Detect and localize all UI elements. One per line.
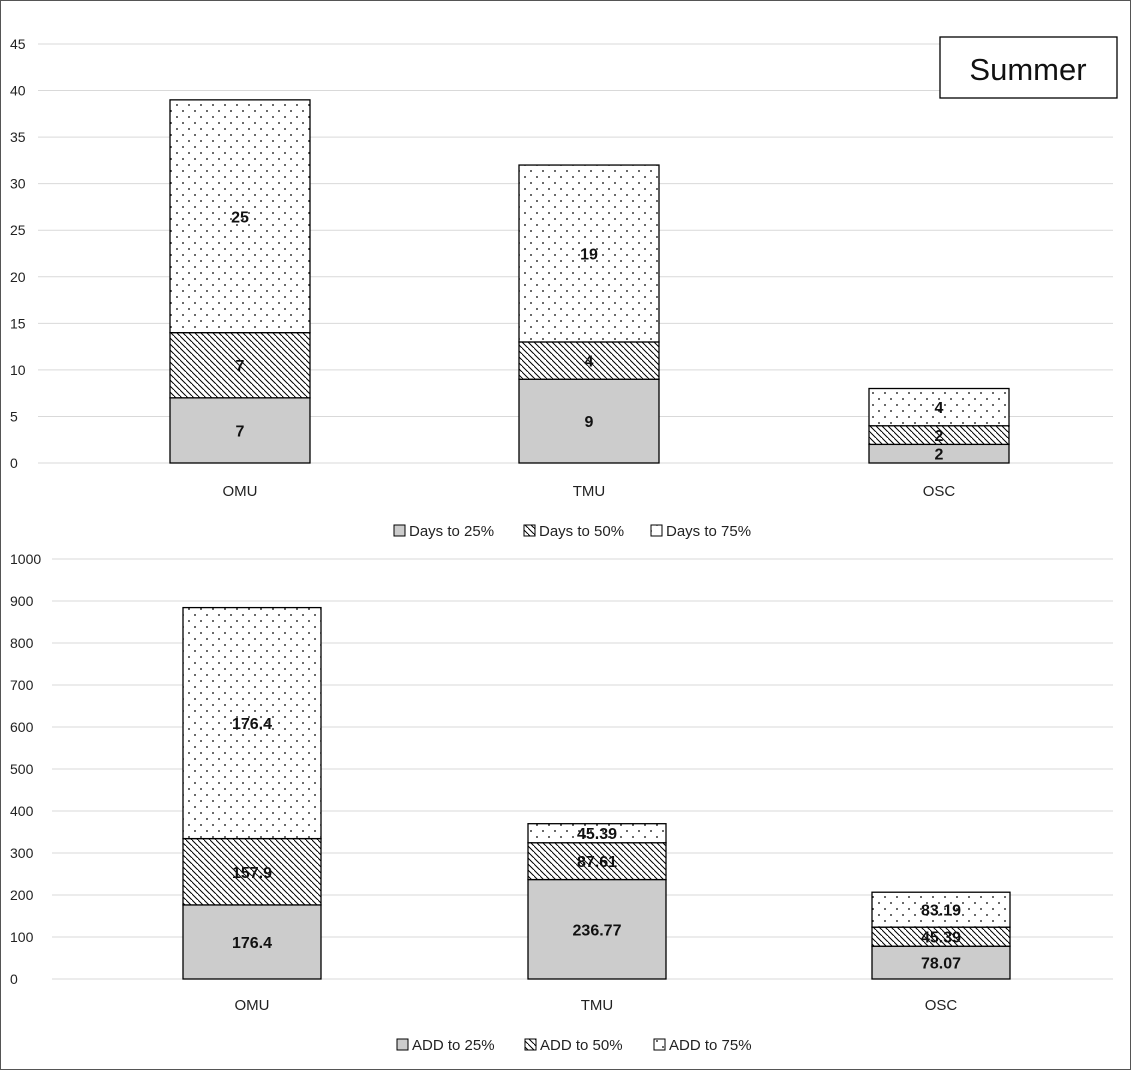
y-tick-label: 100 — [10, 929, 34, 945]
bar-segment — [518, 378, 660, 464]
y-tick-label: 300 — [10, 845, 34, 861]
category-label: OMU — [223, 483, 258, 500]
category-label: OSC — [923, 483, 956, 500]
category-label: TMU — [581, 997, 614, 1014]
legend-entry: Days to 75% — [666, 523, 751, 540]
data-label: 45.39 — [921, 930, 961, 947]
data-label: 157.9 — [232, 865, 272, 882]
y-tick-label: 600 — [10, 719, 34, 735]
bar-segment — [182, 904, 322, 980]
y-tick-label: 25 — [10, 222, 26, 238]
y-tick-label: 800 — [10, 635, 34, 651]
bar-segment — [518, 341, 660, 380]
y-tick-label: 15 — [10, 315, 26, 331]
data-label: 9 — [585, 414, 594, 431]
chart-add: 0 100 200 300 400 500 600 700 800 900 1000 176.4 157… — [10, 551, 1113, 1054]
data-label: 176.4 — [232, 716, 272, 733]
legend-swatch — [524, 1038, 537, 1051]
y-tick-label: 700 — [10, 677, 34, 693]
data-label: 83.19 — [921, 903, 961, 920]
legend-entry: Days to 25% — [409, 523, 494, 540]
y-tick-label: 5 — [10, 408, 18, 424]
y-tick-label: 500 — [10, 761, 34, 777]
season-annotation: Summer — [969, 52, 1086, 87]
data-label: 7 — [236, 423, 245, 440]
data-label: 19 — [580, 247, 598, 264]
season-annotation-box: Summer — [939, 36, 1118, 99]
category-label: OMU — [235, 997, 270, 1014]
y-tick-label: 10 — [10, 362, 26, 378]
y-tick-label: 900 — [10, 593, 34, 609]
chart-days: 0 5 10 15 20 25 30 35 40 45 7 7 25 OMU 9 4 19 TMU 2 2 4 OSC Da… — [10, 36, 1113, 540]
y-tick-label: 0 — [10, 971, 18, 987]
data-label: 2 — [935, 428, 944, 445]
data-label: 176.4 — [232, 935, 272, 952]
legend-entry: ADD to 50% — [540, 1037, 623, 1054]
data-label: 7 — [236, 358, 245, 375]
data-label: 2 — [935, 447, 944, 464]
category-label: OSC — [925, 997, 958, 1014]
bar-segment — [527, 878, 667, 980]
y-tick-label: 0 — [10, 455, 18, 471]
bar-segment — [527, 823, 667, 844]
data-label: 45.39 — [577, 826, 617, 843]
bar-segment — [169, 331, 311, 399]
bar-segment — [868, 387, 1010, 427]
category-label: TMU — [573, 483, 606, 500]
legend-swatch — [396, 1038, 409, 1051]
legend-swatch — [393, 524, 406, 537]
legend-entry: Days to 50% — [539, 523, 624, 540]
data-label: 4 — [935, 400, 944, 417]
y-tick-label: 1000 — [10, 551, 41, 567]
legend-entry: ADD to 75% — [669, 1037, 752, 1054]
bar-segment — [518, 164, 660, 343]
legend-entry: ADD to 25% — [412, 1037, 495, 1054]
bar-segment — [182, 606, 322, 840]
bar-segment — [169, 99, 311, 334]
data-label: 236.77 — [573, 922, 622, 939]
y-tick-label: 35 — [10, 129, 26, 145]
data-label: 87.61 — [577, 854, 617, 871]
y-tick-label: 200 — [10, 887, 34, 903]
y-tick-label: 400 — [10, 803, 34, 819]
bar-segment — [527, 842, 667, 881]
data-label: 4 — [585, 354, 594, 371]
y-tick-label: 40 — [10, 83, 26, 99]
data-label: 25 — [231, 209, 249, 226]
legend-swatch — [523, 524, 536, 537]
legend-swatch — [650, 524, 663, 537]
y-tick-label: 45 — [10, 36, 26, 52]
y-tick-label: 20 — [10, 269, 26, 285]
legend-swatch — [653, 1038, 666, 1051]
bar-segment — [871, 891, 1011, 928]
y-tick-label: 30 — [10, 176, 26, 192]
bar-segment — [871, 945, 1011, 980]
bar-segment — [169, 397, 311, 464]
data-label: 78.07 — [921, 956, 961, 973]
